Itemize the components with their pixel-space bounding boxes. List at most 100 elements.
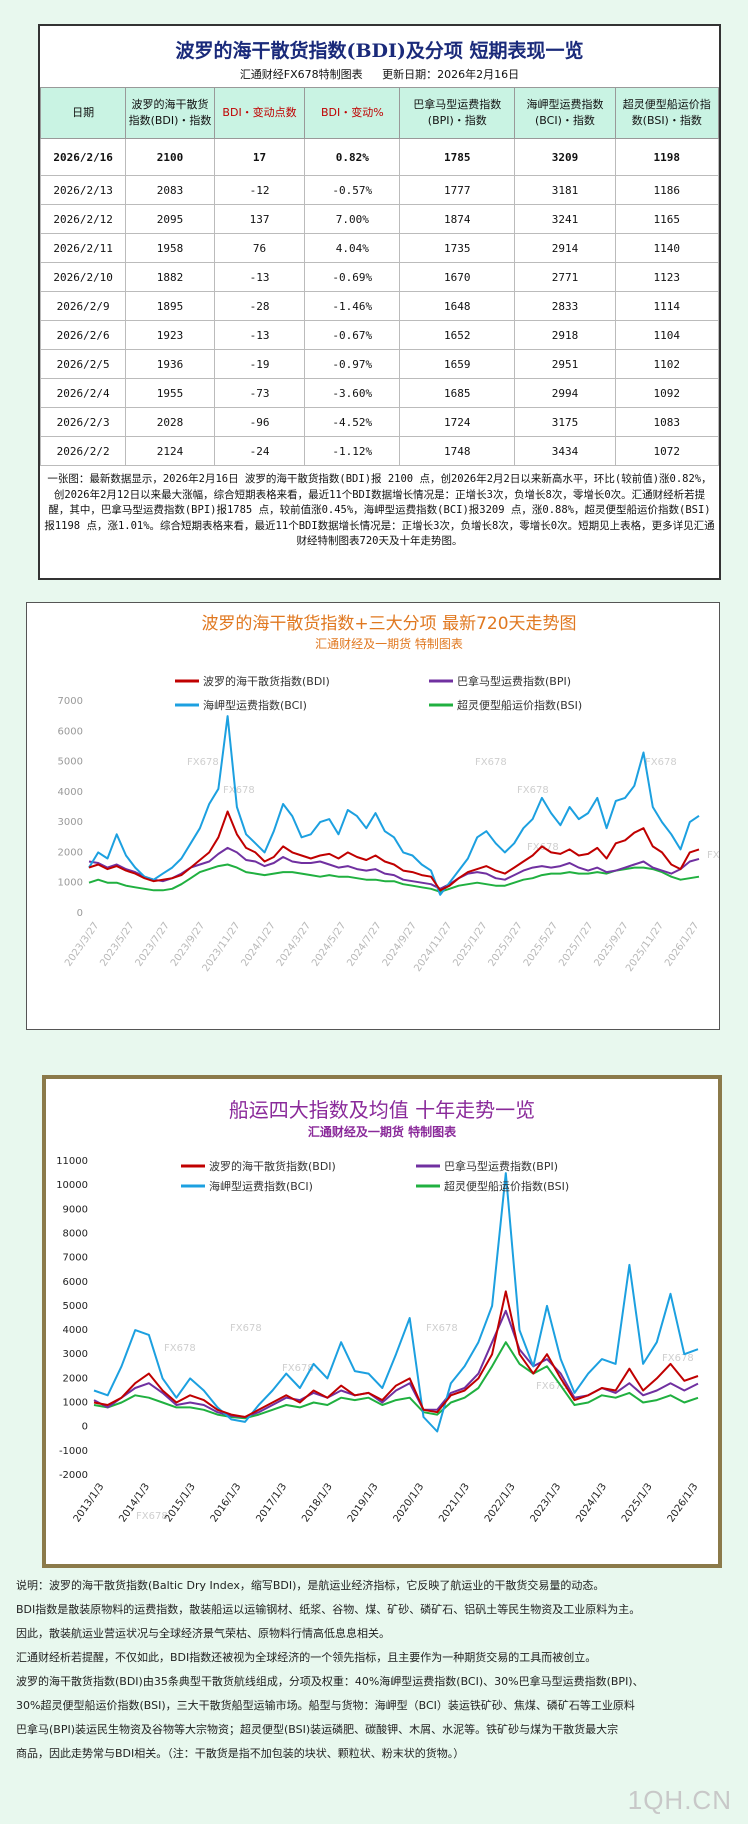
table-row: 2026/2/6 1923 -13 -0.67% 1652 2918 1104 — [39, 320, 720, 350]
y-tick-label: 3000 — [58, 817, 83, 828]
y-tick-label: 8000 — [63, 1228, 88, 1239]
y-tick-label: 2000 — [58, 847, 83, 858]
x-tick-label: 2023/1/3 — [529, 1481, 564, 1524]
table-cell: -0.67% — [304, 320, 401, 350]
x-tick-label: 2024/5/27 — [310, 920, 348, 968]
table-cell: 2026/2/4 — [39, 378, 127, 408]
table-cell: 2095 — [125, 204, 215, 234]
table-cell: 1777 — [399, 175, 516, 205]
table-cell: 1659 — [399, 349, 516, 379]
x-tick-label: 2013/1/3 — [72, 1481, 107, 1524]
table-body: 2026/2/16 2100 17 0.82% 1785 3209 1198 2026/2/1… — [39, 138, 720, 466]
legend-label: 超灵便型船运价指数(BSI) — [457, 698, 582, 712]
watermark-text: FX678 — [164, 1343, 196, 1354]
x-tick-label: 2020/1/3 — [392, 1481, 427, 1524]
watermark-text: FX678 — [136, 1511, 168, 1522]
table-cell: -1.12% — [304, 436, 401, 466]
table-cell: 0.82% — [304, 138, 401, 176]
series-line — [93, 1290, 699, 1418]
table-header-cell: 波罗的海干散货指数(BDI)・指数 — [125, 87, 215, 139]
table-row: 2026/2/12 2095 137 7.00% 1874 3241 1165 — [39, 204, 720, 234]
summary-text: 一张图：最新数据显示，2026年2月16日 波罗的海干散货指数(BDI)报 21… — [44, 473, 715, 547]
table-update-date: 更新日期：2026年2月16日 — [382, 68, 520, 81]
footer-line: 巴拿马(BPI)装运民生物资及谷物等大宗物资；超灵便型(BSI)装运磷肥、碳酸钾… — [16, 1723, 619, 1736]
watermark-text: FX678 — [707, 850, 719, 861]
table-row: 2026/2/13 2083 -12 -0.57% 1777 3181 1186 — [39, 175, 720, 205]
table-cell: 1652 — [399, 320, 516, 350]
table-cell: 1874 — [399, 204, 516, 234]
x-tick-label: 2015/1/3 — [163, 1481, 198, 1524]
x-tick-label: 2026/1/3 — [666, 1481, 701, 1524]
table-subtitle: 汇通财经FX678特制图表 更新日期：2026年2月16日 — [40, 66, 719, 82]
x-tick-label: 2023/7/27 — [134, 920, 172, 968]
table-cell: 2124 — [125, 436, 215, 466]
table-cell: 2026/2/2 — [39, 436, 127, 466]
table-cell: 2951 — [514, 349, 616, 379]
chart-720-days: 波罗的海干散货指数+三大分项 最新720天走势图 汇通财经及一期货 特制图表 FX6… — [26, 602, 739, 1030]
table-header-cell: BDI・变动% — [304, 87, 401, 139]
table-cell: -3.60% — [304, 378, 401, 408]
table-cell: 137 — [213, 204, 306, 234]
table-header-cell: 巴拿马型运费指数(BPI)・指数 — [399, 87, 516, 139]
x-tick-label: 2024/1/3 — [574, 1481, 609, 1524]
table-cell: 3175 — [514, 407, 616, 437]
table-cell: 3181 — [514, 175, 616, 205]
y-tick-label: 7000 — [58, 696, 83, 707]
table-cell: 1735 — [399, 233, 516, 263]
legend-label: 海岬型运费指数(BCI) — [203, 698, 307, 712]
table-cell: 17 — [213, 138, 306, 176]
table-cell: 1165 — [614, 204, 720, 234]
x-tick-label: 2016/1/3 — [209, 1481, 244, 1524]
table-cell: -1.46% — [304, 291, 401, 321]
y-tick-label: 2000 — [63, 1373, 88, 1384]
table-header-cell: 海岬型运费指数(BCI)・指数 — [514, 87, 616, 139]
table-cell: 2994 — [514, 378, 616, 408]
watermark-text: FX678 — [662, 1353, 694, 1364]
table-cell: 2833 — [514, 291, 616, 321]
x-tick-label: 2025/1/3 — [620, 1481, 655, 1524]
table-cell: -96 — [213, 407, 306, 437]
table-cell: 1102 — [614, 349, 720, 379]
table-row: 2026/2/11 1958 76 4.04% 1735 2914 1140 — [39, 233, 720, 263]
watermark-text: FX678 — [536, 1381, 568, 1392]
x-tick-label: 2024/3/27 — [275, 920, 313, 968]
y-tick-label: 11000 — [56, 1156, 88, 1167]
x-tick-label: 2023/5/27 — [98, 920, 136, 968]
x-tick-label: 2025/3/27 — [487, 920, 525, 968]
y-tick-label: 5000 — [63, 1301, 88, 1312]
watermark-text: FX678 — [426, 1323, 458, 1334]
footer-line: 汇通财经析若提醒，不仅如此，BDI指数还被视为全球经济的一个领先指标，且主要作为… — [16, 1651, 597, 1664]
legend-label: 海岬型运费指数(BCI) — [209, 1179, 313, 1193]
table-cell: -0.57% — [304, 175, 401, 205]
table-row: 2026/2/2 2124 -24 -1.12% 1748 3434 1072 — [39, 436, 720, 466]
table-cell: 1072 — [614, 436, 720, 466]
table-cell: 1685 — [399, 378, 516, 408]
table-cell: 2026/2/10 — [39, 262, 127, 292]
x-tick-label: 2024/7/27 — [345, 920, 383, 968]
x-tick-label: 2021/1/3 — [437, 1481, 472, 1524]
table-cell: 1785 — [399, 138, 516, 176]
chart-subtitle: 汇通财经及一期货 特制图表 — [315, 636, 463, 651]
x-tick-label: 2024/1/27 — [240, 920, 278, 968]
y-tick-label: 1000 — [63, 1398, 88, 1409]
table-cell: 1198 — [614, 138, 720, 176]
y-tick-label: 7000 — [63, 1253, 88, 1264]
series-line — [88, 810, 700, 892]
table-header-cell: BDI・变动点数 — [213, 87, 306, 139]
y-tick-label: -1000 — [59, 1446, 88, 1457]
y-tick-label: 3000 — [63, 1349, 88, 1360]
table-cell: 2026/2/13 — [39, 175, 127, 205]
y-tick-label: 6000 — [63, 1277, 88, 1288]
watermark-text: FX678 — [517, 785, 549, 796]
table-cell: 2083 — [125, 175, 215, 205]
site-watermark: 1QH.CN — [627, 1785, 732, 1815]
table-cell: 2100 — [125, 138, 215, 176]
watermark-text: FX678 — [230, 1323, 262, 1334]
x-tick-label: 2023/9/27 — [169, 920, 207, 968]
watermark-text: FX678 — [223, 785, 255, 796]
table-row: 2026/2/5 1936 -19 -0.97% 1659 2951 1102 — [39, 349, 720, 379]
series-line — [88, 846, 700, 890]
table-header-cell: 日期 — [39, 87, 127, 139]
table-header-row: 日期 波罗的海干散货指数(BDI)・指数 BDI・变动点数 BDI・变动% 巴拿马型运费… — [39, 87, 720, 139]
